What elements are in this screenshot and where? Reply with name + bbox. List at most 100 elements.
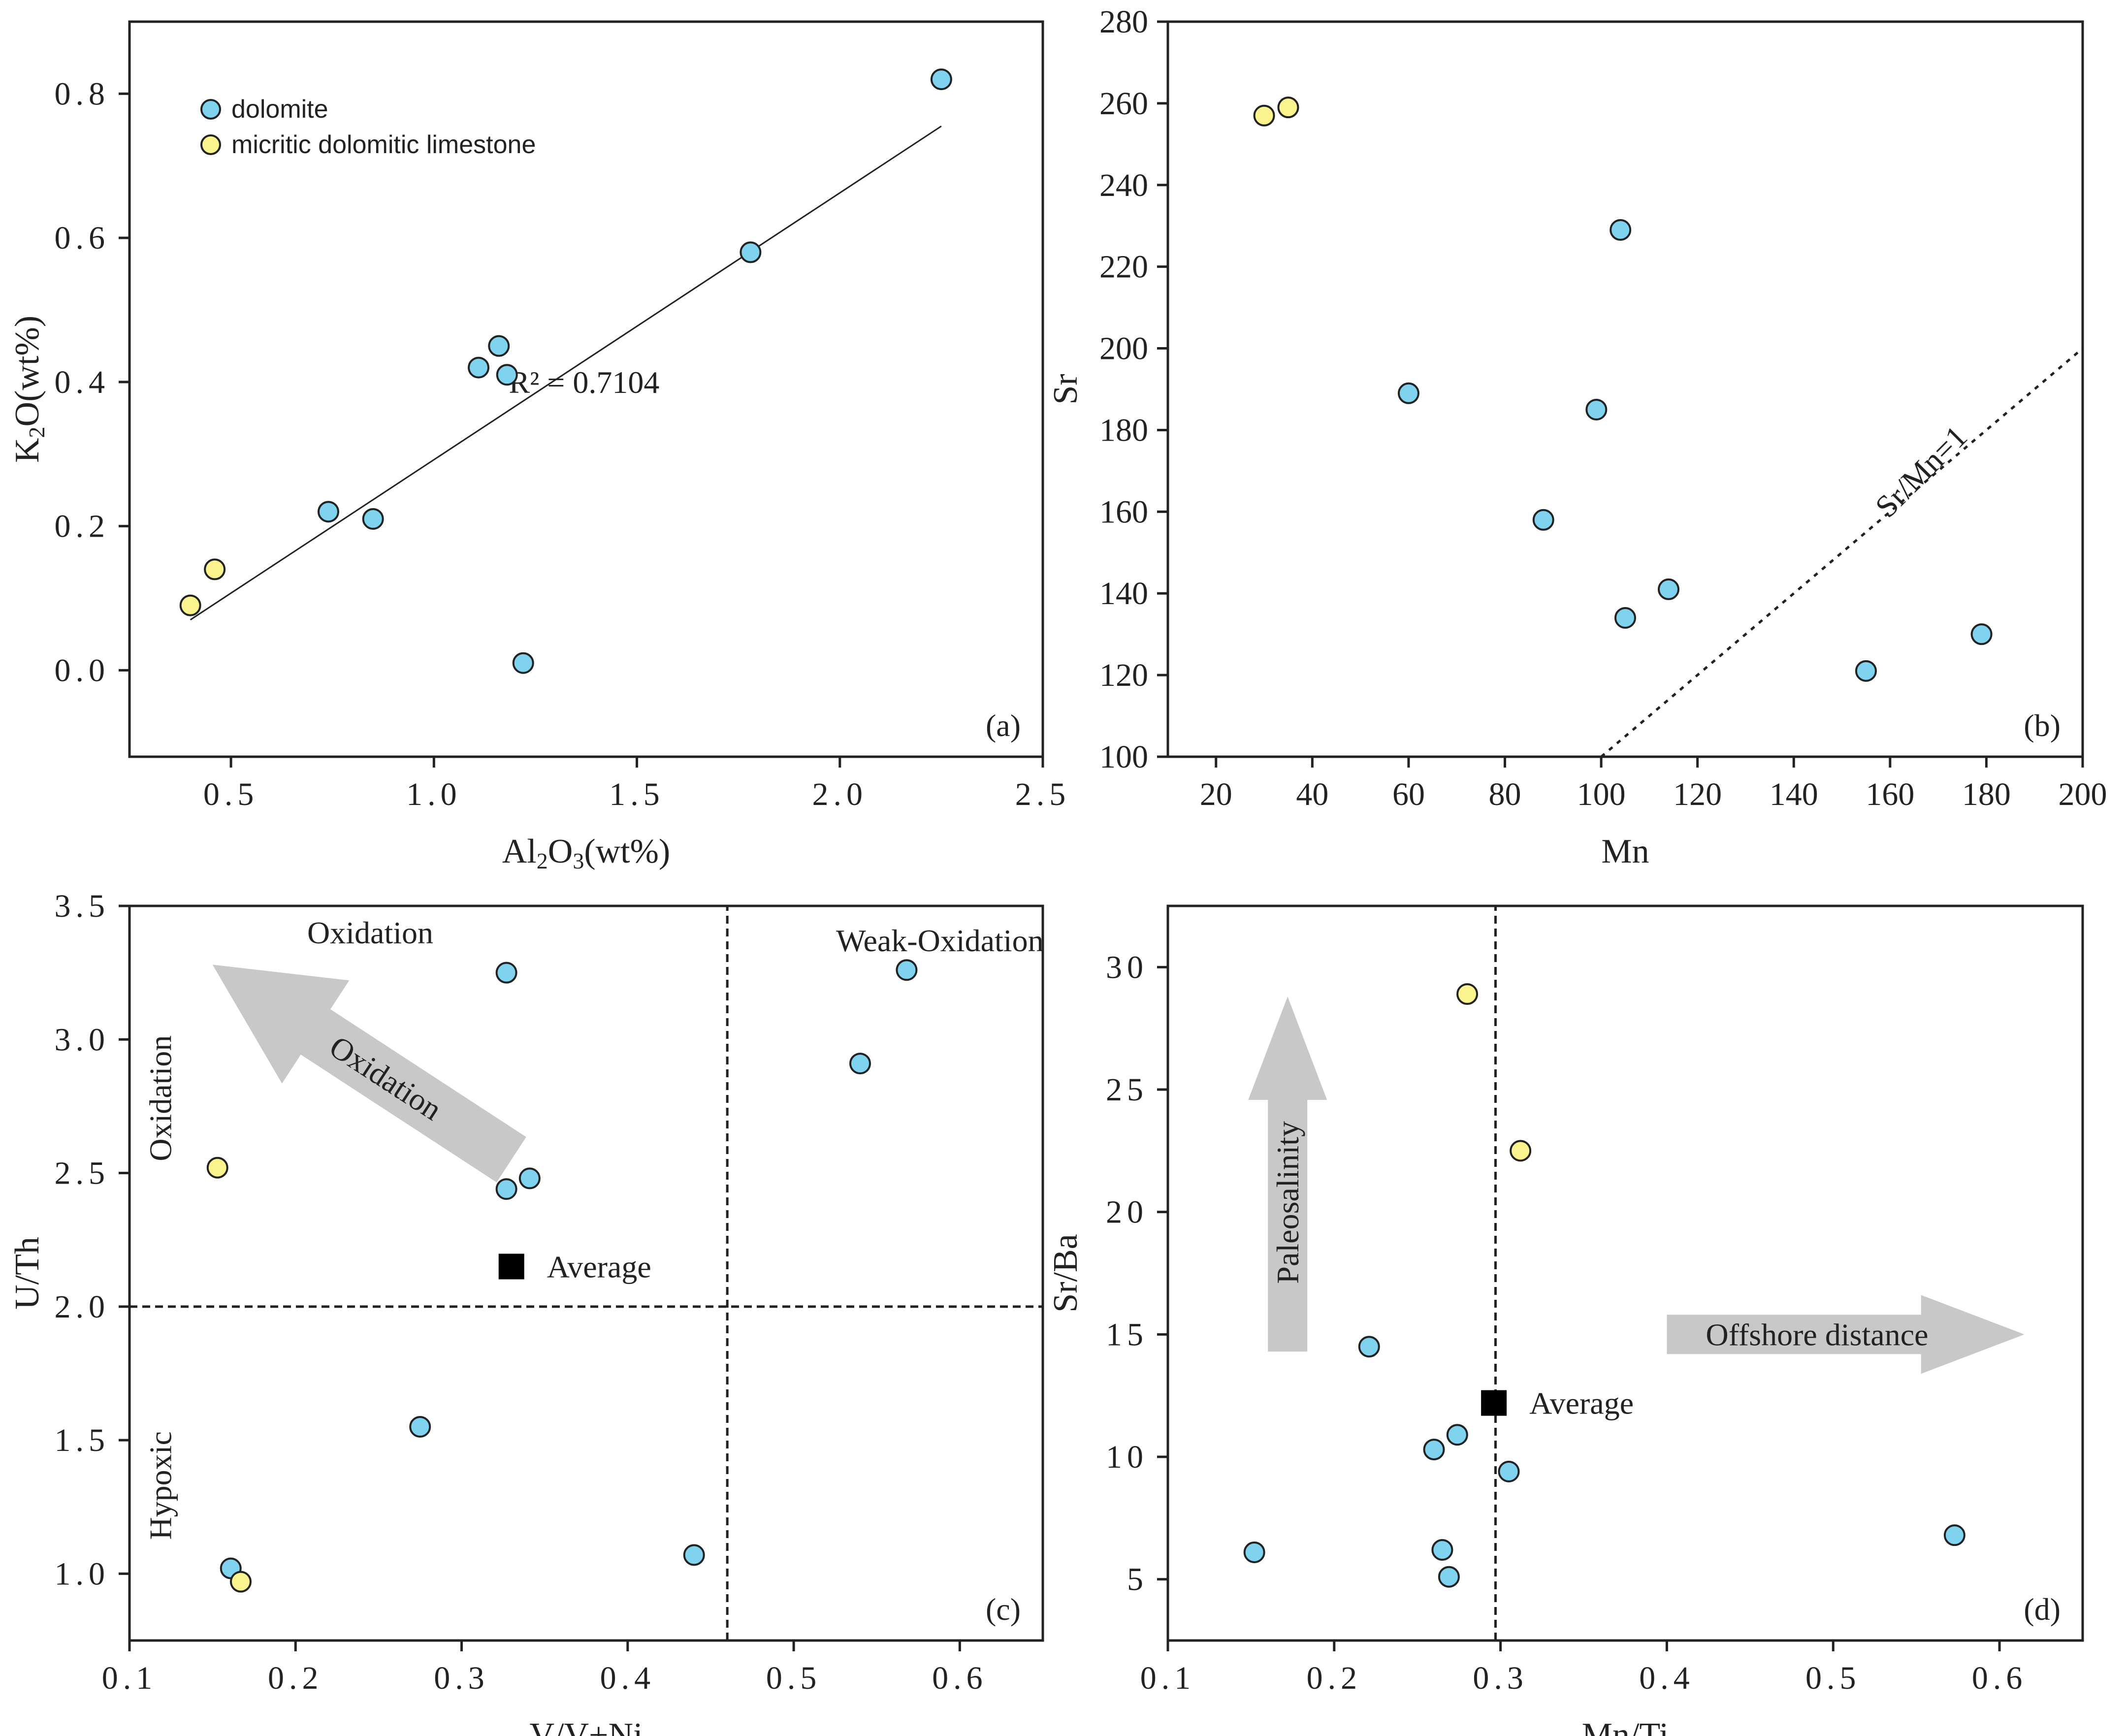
y-tick-label: 15	[1106, 1317, 1148, 1352]
axis-label-part: O	[8, 402, 46, 427]
x-tick-label: 0.1	[1140, 1660, 1196, 1696]
panel-label: (a)	[986, 708, 1021, 743]
x-axis-label: Mn	[1601, 833, 1649, 870]
data-point	[740, 241, 762, 263]
x-tick-label: 0.4	[1639, 1660, 1695, 1696]
y-tick-label: 30	[1106, 949, 1148, 985]
data-point	[1855, 660, 1877, 682]
arrow-label: Offshore distance	[1706, 1317, 1929, 1352]
legend-label: dolomite	[231, 95, 328, 124]
regression-line	[190, 125, 942, 621]
x-tick-label: 0.3	[434, 1660, 489, 1696]
y-tick-label: 20	[1106, 1194, 1148, 1230]
data-point	[1397, 382, 1419, 404]
data-point	[468, 356, 490, 379]
y-tick-label: 2.5	[55, 1156, 110, 1191]
y-tick-label: 0.6	[55, 220, 110, 256]
average-label: Average	[547, 1249, 651, 1284]
plot-frame	[128, 904, 1044, 1642]
data-point	[496, 364, 518, 386]
legend-label: micritic dolomitic limestone	[231, 130, 536, 159]
x-axis-label: Mn/Ti	[1582, 1716, 1669, 1736]
x-tick-label: 0.5	[1805, 1660, 1861, 1696]
data-point	[930, 68, 952, 91]
y-tick-label: 100	[1099, 739, 1148, 775]
data-point	[229, 1571, 252, 1593]
data-point	[1943, 1524, 1965, 1546]
data-point	[1614, 607, 1636, 629]
x-tick-label: 1.5	[609, 776, 665, 812]
data-point	[1358, 1336, 1380, 1358]
data-point	[849, 1053, 871, 1075]
annotation: Hypoxic	[143, 1431, 178, 1540]
data-point	[1243, 1541, 1265, 1563]
axis-label-part: K	[8, 438, 46, 463]
x-tick-label: 0.5	[766, 1660, 822, 1696]
y-tick-label: 0.4	[55, 364, 110, 400]
panel-d: 0.1 0.2 0.3 0.4 0.5 0.6 5 10 15 20 25 30 Mn/Ti Sr/Ba P…	[1047, 904, 2084, 1736]
trend-arrow	[1248, 997, 1327, 1352]
y-tick-label: 1.0	[55, 1556, 110, 1592]
data-point	[1970, 623, 1993, 645]
x-tick-label: 0.5	[203, 776, 259, 812]
data-point	[1253, 104, 1275, 127]
y-tick-label: 3.5	[55, 888, 110, 924]
annotation: R² = 0.7104	[509, 365, 659, 400]
y-tick-label: 0.8	[55, 76, 110, 112]
axis-label-part: O	[548, 833, 573, 870]
x-tick-label: 20	[1200, 776, 1232, 812]
x-tick-label: 2.5	[1015, 776, 1071, 812]
data-point	[1446, 1424, 1468, 1446]
axis-label-part: 3	[573, 848, 584, 873]
y-tick-label: 180	[1099, 412, 1148, 448]
data-point	[1585, 398, 1608, 420]
x-tick-label: 0.6	[1972, 1660, 2028, 1696]
x-axis-label: V/V+Ni	[529, 1716, 643, 1736]
x-tick-label: 0.4	[600, 1660, 656, 1696]
x-tick-label: 60	[1392, 776, 1425, 812]
y-tick-label: 260	[1099, 86, 1148, 122]
axis-label-part: 2	[24, 426, 49, 438]
x-tick-label: 0.1	[102, 1660, 158, 1696]
y-axis-label: Sr	[1047, 374, 1085, 404]
data-point	[1423, 1439, 1445, 1461]
plot-frame	[128, 20, 1044, 758]
arrow-label: Paleosalinity	[1270, 1121, 1305, 1284]
average-marker	[498, 1254, 524, 1280]
data-point	[179, 594, 201, 616]
data-point	[1438, 1566, 1460, 1588]
average-label: Average	[1529, 1386, 1634, 1421]
panel-label: (b)	[2024, 708, 2061, 743]
data-point	[317, 501, 339, 523]
plot-frame	[1166, 20, 2084, 758]
y-tick-label: 240	[1099, 167, 1148, 203]
data-point	[1510, 1140, 1532, 1162]
data-point	[488, 335, 510, 357]
trend-arrow	[212, 964, 526, 1183]
axis-label-part: 2	[537, 848, 548, 873]
x-tick-label: 0.3	[1473, 1660, 1528, 1696]
x-tick-label: 160	[1866, 776, 1914, 812]
x-tick-label: 120	[1673, 776, 1722, 812]
data-point	[512, 652, 534, 674]
y-axis-label: U/Th	[8, 1237, 46, 1310]
data-point	[1277, 96, 1299, 119]
data-point	[1456, 983, 1479, 1005]
x-tick-label: 0.2	[1307, 1660, 1362, 1696]
y-tick-label: 1.5	[55, 1422, 110, 1458]
y-tick-label: 2.0	[55, 1289, 110, 1325]
data-point	[1610, 219, 1632, 241]
data-point	[518, 1167, 541, 1189]
data-point	[204, 558, 226, 580]
y-tick-label: 140	[1099, 576, 1148, 611]
annotation: Oxidation	[307, 915, 433, 950]
x-tick-label: 180	[1962, 776, 2011, 812]
panel-c: 0.1 0.2 0.3 0.4 0.5 0.6 1.0 1.5 2.0 2.5 3.0 3.5 V/V+…	[8, 888, 1044, 1736]
y-tick-label: 10	[1106, 1439, 1148, 1475]
reference-line	[1600, 347, 2084, 758]
annotation: Oxidation	[143, 1035, 178, 1161]
panel-b: 20 40 60 80 100 120 140 160 180 200 100 120 140 160 18…	[1047, 4, 2107, 870]
legend-marker	[200, 134, 221, 155]
data-point	[1431, 1539, 1453, 1561]
